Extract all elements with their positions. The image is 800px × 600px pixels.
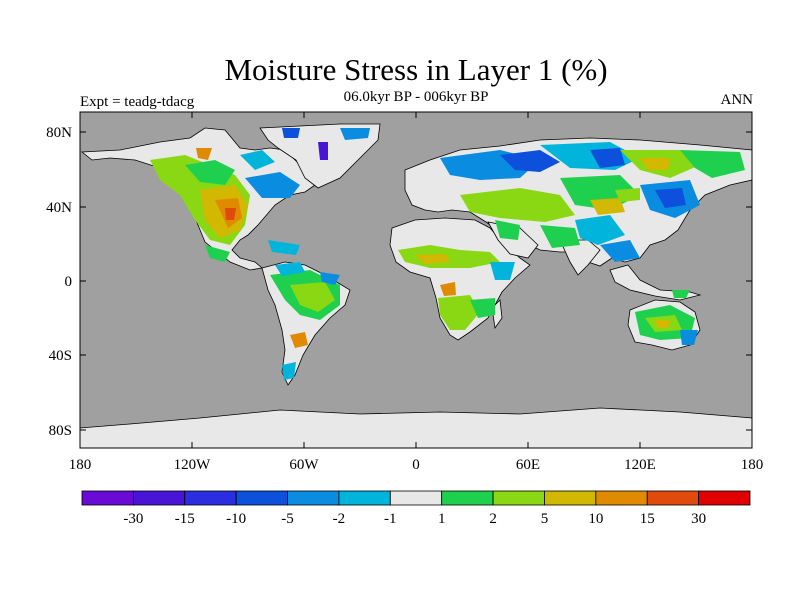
colorbar-swatch	[441, 490, 494, 506]
x-tick-label: 120W	[174, 457, 212, 473]
colorbar-label: -2	[333, 511, 346, 527]
map-subtitle: 06.0kyr BP - 006kyr BP	[343, 89, 489, 105]
y-axis	[80, 131, 752, 431]
colorbar-label: 15	[640, 511, 655, 527]
colorbar	[81, 490, 751, 506]
south-america-anomalies	[270, 262, 340, 380]
x-tick-label: 0	[412, 457, 420, 473]
colorbar-swatch	[184, 490, 237, 506]
colorbar-label: 5	[541, 511, 549, 527]
eurasia-anomalies	[440, 142, 745, 262]
y-tick-label: 80S	[49, 423, 72, 439]
colorbar-swatch	[81, 490, 134, 506]
colorbar-label: 30	[691, 511, 706, 527]
y-tick-label: 80N	[46, 125, 72, 141]
colorbar-label: -1	[384, 511, 397, 527]
colorbar-labels: -30 -15 -10 -5 -2 -1 1 2 5 10 15 30	[123, 511, 706, 527]
x-axis	[191, 112, 641, 448]
y-tick-label: 0	[65, 274, 73, 290]
y-tick-label: 40N	[46, 200, 72, 216]
colorbar-swatch	[646, 490, 700, 506]
x-tick-label: 60W	[289, 457, 319, 473]
africa-anomalies	[398, 220, 520, 330]
colorbar-swatch	[287, 490, 340, 506]
colorbar-swatch	[132, 490, 186, 506]
anomaly-patches	[150, 128, 370, 262]
colorbar-label: 2	[489, 511, 497, 527]
colorbar-label: -10	[226, 511, 246, 527]
y-tick-label: 40S	[49, 348, 72, 364]
colorbar-label: -30	[123, 511, 143, 527]
colorbar-swatch	[235, 490, 288, 506]
x-tick-label: 180	[69, 457, 92, 473]
x-tick-label: 180	[741, 457, 764, 473]
colorbar-swatch	[698, 490, 751, 506]
season-label: ANN	[720, 92, 754, 108]
colorbar-swatch	[492, 490, 545, 506]
colorbar-swatch	[389, 490, 443, 506]
colorbar-label: 1	[438, 511, 446, 527]
x-tick-label: 120E	[624, 457, 656, 473]
experiment-label: Expt = teadg-tdacg	[80, 94, 195, 110]
colorbar-swatch	[338, 490, 391, 506]
australia-anomalies	[635, 290, 698, 345]
colorbar-label: -5	[281, 511, 294, 527]
colorbar-swatch	[595, 490, 648, 506]
colorbar-swatch	[544, 490, 597, 506]
colorbar-label: -15	[175, 511, 195, 527]
x-tick-label: 60E	[516, 457, 540, 473]
colorbar-label: 10	[588, 511, 603, 527]
map-title: Moisture Stress in Layer 1 (%)	[224, 52, 608, 87]
